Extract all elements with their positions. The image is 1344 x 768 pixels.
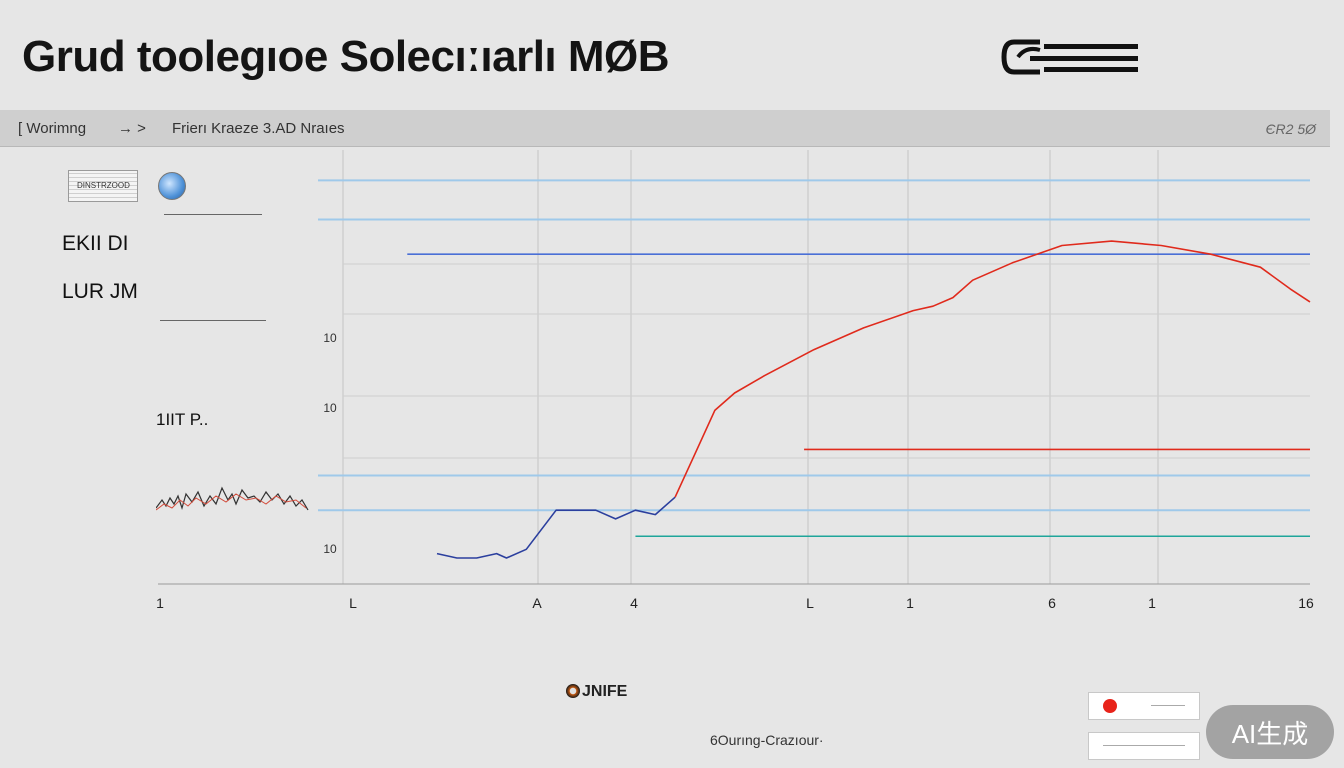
sidebar-divider — [164, 214, 262, 215]
breadcrumb-separator: → > — [118, 120, 146, 137]
x-tick-label: L — [806, 595, 814, 611]
x-tick-label: A — [532, 595, 542, 611]
sidebar-swatch-label: DINSTRZOOD — [77, 181, 130, 190]
footer-caption: 6Ourıng-Crazıour· — [710, 732, 824, 748]
x-tick-label: 6 — [1048, 595, 1056, 611]
sidebar-label: 1IIT P.. — [156, 410, 209, 429]
sidebar-label: LUR JM — [62, 280, 138, 303]
brand-logo-icon — [1001, 39, 1138, 75]
y-tick-label: 10 — [323, 331, 337, 345]
x-tick-label: 1 — [1148, 595, 1156, 611]
x-tick-label: L — [349, 595, 357, 611]
breadcrumb-home[interactable]: [ Worimng — [18, 120, 87, 137]
toolbar-code: ЄR2 5Ø — [1265, 121, 1316, 137]
y-tick-label: 10 — [323, 542, 337, 556]
sidebar-swatch[interactable]: DINSTRZOOD — [68, 170, 138, 202]
x-tick-label: 1 — [156, 595, 164, 611]
ai-generated-badge: AI生成 — [1206, 705, 1334, 759]
legend-line — [1151, 705, 1185, 706]
sidebar-divider — [160, 320, 266, 321]
page-title: Grud toolegıoe Solecıːıarlı MØB — [22, 32, 670, 81]
legend-line — [1103, 745, 1185, 746]
sidebar-label: EKII DI — [62, 232, 129, 255]
series-line-2 — [674, 240, 1311, 498]
x-tick-label: 16 — [1298, 595, 1314, 611]
series-line-1 — [436, 496, 676, 559]
legend-item[interactable] — [1088, 732, 1200, 760]
toolbar: [ Worimng → > Frierı Kraeze 3.AD Nraıes … — [0, 110, 1330, 147]
footer-brand-label: JNIFE — [582, 683, 628, 700]
x-tick-label: 4 — [630, 595, 638, 611]
sparkline — [156, 486, 309, 511]
footer-brand: JNIFE — [566, 683, 627, 701]
globe-icon[interactable] — [158, 172, 186, 200]
breadcrumb-current[interactable]: Frierı Kraeze 3.AD Nraıes — [172, 120, 345, 137]
y-tick-label: 10 — [323, 401, 337, 415]
x-tick-label: 1 — [906, 595, 914, 611]
brand-mark-icon — [566, 684, 580, 698]
legend-dot-icon — [1103, 699, 1117, 713]
legend-item[interactable] — [1088, 692, 1200, 720]
